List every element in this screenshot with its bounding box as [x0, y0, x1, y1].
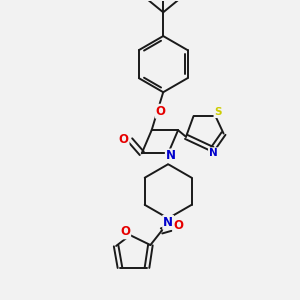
Text: O: O — [120, 225, 130, 239]
Text: O: O — [173, 220, 183, 232]
Text: N: N — [209, 148, 218, 158]
Text: O: O — [118, 133, 129, 146]
Text: N: N — [163, 216, 173, 229]
Text: S: S — [214, 107, 222, 117]
Text: N: N — [166, 149, 176, 162]
Text: O: O — [156, 105, 166, 118]
